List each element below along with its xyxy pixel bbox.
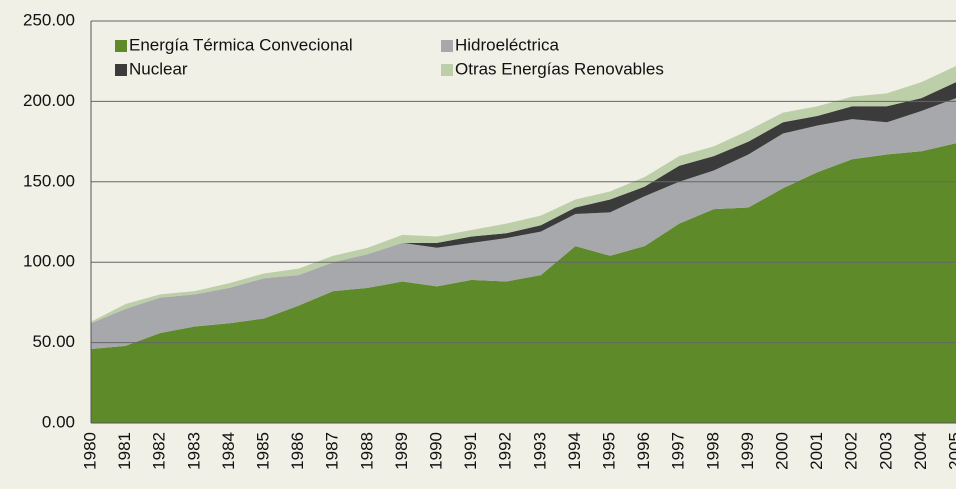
x-tick-label: 1983 — [184, 432, 203, 470]
x-tick-label: 1987 — [323, 432, 342, 470]
y-tick-label: 100.00 — [23, 252, 75, 271]
x-tick-label: 1999 — [738, 432, 757, 470]
x-tick-label: 1991 — [461, 432, 480, 470]
x-tick-label: 1981 — [115, 432, 134, 470]
x-tick-label: 2002 — [842, 432, 861, 470]
legend-label: Nuclear — [129, 59, 188, 78]
x-tick-label: 1994 — [565, 432, 584, 470]
x-tick-label: 2003 — [876, 432, 895, 470]
legend-swatch — [115, 64, 127, 76]
x-tick-label: 2004 — [911, 432, 930, 470]
area — [91, 143, 956, 423]
y-tick-label: 0.00 — [42, 412, 75, 431]
legend-label: Energía Térmica Convecional — [129, 35, 353, 54]
x-tick-label: 1992 — [496, 432, 515, 470]
x-tick-label: 1984 — [219, 432, 238, 470]
x-tick-label: 1993 — [530, 432, 549, 470]
y-tick-label: 50.00 — [32, 332, 75, 351]
x-tick-label: 1988 — [357, 432, 376, 470]
x-tick-label: 1997 — [669, 432, 688, 470]
legend-label: Otras Energías Renovables — [455, 59, 664, 78]
x-tick-label: 1985 — [253, 432, 272, 470]
legend-label: Hidroeléctrica — [455, 35, 559, 54]
legend-swatch — [115, 40, 127, 52]
x-tick-label: 2000 — [772, 432, 791, 470]
area — [91, 98, 956, 350]
x-tick-label: 2001 — [807, 432, 826, 470]
x-tick-label: 1980 — [80, 432, 99, 470]
x-tick-label: 1990 — [426, 432, 445, 470]
legend-swatch — [441, 40, 453, 52]
y-tick-label: 250.00 — [23, 10, 75, 29]
y-tick-label: 200.00 — [23, 91, 75, 110]
x-tick-label: 1996 — [634, 432, 653, 470]
x-tick-label: 1982 — [150, 432, 169, 470]
legend-swatch — [441, 64, 453, 76]
x-tick-label: 1998 — [703, 432, 722, 470]
x-tick-label: 2005 — [945, 432, 956, 470]
x-tick-label: 1989 — [392, 432, 411, 470]
y-tick-label: 150.00 — [23, 171, 75, 190]
x-tick-label: 1995 — [599, 432, 618, 470]
x-tick-label: 1986 — [288, 432, 307, 470]
